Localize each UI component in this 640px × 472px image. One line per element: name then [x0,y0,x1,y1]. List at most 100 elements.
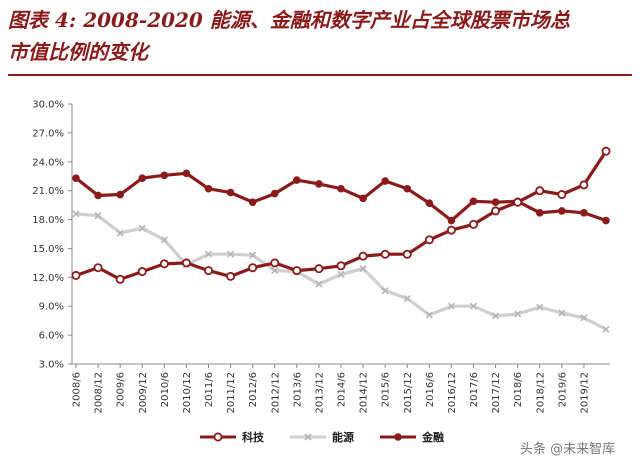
data-point-科技 [181,258,191,268]
data-point-科技 [270,258,280,268]
data-point-能源 [425,311,433,319]
data-point-科技 [159,259,169,269]
data-point-能源 [138,224,146,232]
data-point-金融 [315,180,323,188]
data-point-科技 [402,249,412,259]
data-point-金融 [160,171,169,180]
data-point-金融 [558,207,566,215]
data-point-金融 [580,209,588,217]
data-point-金融 [72,174,80,182]
data-point-金融 [94,191,102,200]
data-point-金融 [359,194,367,203]
x-tick-label: 2009/6 [116,372,127,407]
data-point-能源 [580,314,588,322]
data-point-能源 [558,309,566,317]
data-point-能源 [204,250,213,258]
data-point-能源 [447,302,455,310]
data-point-科技 [71,270,81,280]
y-tick-label: 6.0% [39,331,64,342]
data-point-能源 [315,280,323,288]
data-point-能源 [602,325,610,333]
y-tick-label: 27.0% [32,128,64,139]
data-point-金融 [248,198,257,207]
data-point-能源 [94,212,102,220]
data-point-能源 [403,294,411,303]
legend-marker-科技 [213,432,223,442]
data-point-金融 [535,209,544,217]
x-tick-label: 2010/6 [160,372,171,407]
data-point-能源 [271,267,279,275]
data-point-科技 [380,249,390,259]
x-tick-label: 2011/12 [226,372,237,414]
data-point-能源 [337,270,345,279]
data-point-能源 [227,250,235,258]
x-tick-label: 2013/12 [314,372,325,414]
y-tick-label: 15.0% [32,244,64,255]
data-point-金融 [226,188,235,197]
data-point-科技 [424,235,434,245]
data-point-金融 [337,184,345,193]
x-tick-label: 2016/12 [447,372,458,414]
data-point-科技 [226,271,236,281]
x-tick-label: 2015/12 [403,372,414,414]
x-tick-label: 2017/12 [491,372,502,414]
data-point-能源 [116,229,124,237]
x-tick-label: 2019/6 [557,372,568,407]
data-point-能源 [469,302,478,310]
data-point-科技 [513,197,523,207]
legend-label-能源: 能源 [332,430,354,444]
data-point-科技 [93,263,103,273]
x-tick-label: 2019/12 [579,372,590,414]
data-point-金融 [425,199,434,207]
y-tick-label: 21.0% [32,186,64,197]
y-tick-label: 12.0% [32,273,64,284]
legend-marker-金融 [394,433,402,441]
x-tick-label: 2017/6 [469,372,480,407]
chart-title-line-1: 图表 4: 2008-2020 能源、金融和数字产业占全球股票市场总 [8,8,570,32]
data-point-科技 [358,251,368,261]
chart-title-line-2: 市值比例的变化 [8,40,148,64]
data-point-能源 [249,251,257,259]
data-point-科技 [491,206,501,216]
y-tick-label: 30.0% [32,100,64,111]
y-tick-label: 9.0% [39,302,64,313]
x-tick-label: 2008/12 [94,372,105,414]
y-tick-label: 18.0% [32,215,64,226]
watermark: 头条 @未来智库 [520,442,616,457]
data-point-金融 [403,184,412,193]
data-point-能源 [359,265,367,273]
x-tick-label: 2010/12 [182,372,193,414]
data-point-金融 [469,197,478,206]
data-point-金融 [116,190,124,199]
chart-title: 图表 4: 2008-2020 能源、金融和数字产业占全球股票市场总 市值比例的… [8,4,632,68]
data-point-科技 [314,264,324,274]
data-point-金融 [447,216,456,225]
data-point-科技 [535,186,545,196]
x-tick-label: 2014/12 [359,372,370,414]
x-tick-label: 2015/6 [381,372,392,407]
x-tick-label: 2008/6 [72,372,83,407]
data-point-能源 [536,303,544,311]
data-point-金融 [204,184,213,193]
data-point-金融 [138,174,147,182]
data-point-科技 [115,274,125,284]
data-point-科技 [248,263,258,273]
data-point-能源 [72,210,80,218]
x-tick-label: 2011/6 [204,372,215,407]
data-point-科技 [601,146,611,156]
data-point-科技 [292,266,302,276]
y-tick-label: 3.0% [39,360,64,371]
legend-label-金融: 金融 [421,430,444,444]
data-point-能源 [514,310,522,318]
series-line-科技 [75,150,608,281]
data-point-科技 [557,190,567,200]
y-tick-label: 24.0% [32,157,64,168]
data-point-金融 [293,176,301,184]
x-tick-label: 2013/6 [292,372,303,407]
data-point-能源 [381,287,389,295]
x-tick-label: 2014/6 [337,372,348,407]
series-line-能源 [75,212,607,331]
data-point-能源 [160,236,168,244]
x-tick-label: 2009/12 [138,372,149,414]
